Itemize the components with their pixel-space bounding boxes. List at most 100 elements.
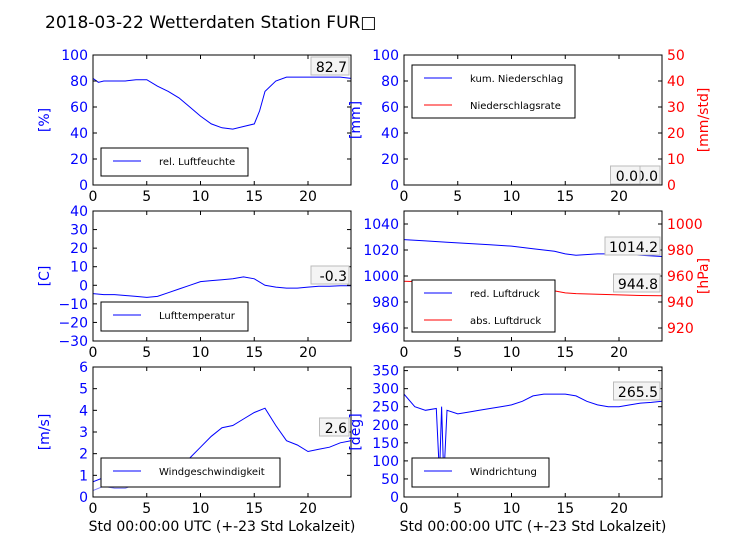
legend: kum. Niederschlag Niederschlagsrate	[411, 64, 576, 119]
y-tick-label: 3	[79, 425, 88, 441]
current-value-left-box	[610, 165, 641, 185]
y-tick-label: 80	[70, 74, 88, 90]
x-tick-label: 5	[453, 501, 462, 517]
current-value-left-box	[604, 236, 661, 256]
x-tick-label: 15	[556, 501, 574, 517]
y2-tick-label: 10	[667, 152, 685, 168]
y-tick-label: 100	[372, 454, 399, 470]
current-value: -0.3	[320, 269, 347, 285]
x-tick-label: 20	[610, 189, 628, 205]
y2-tick-label: 1000	[667, 217, 703, 233]
current-value-right-box	[613, 273, 661, 293]
panel-3: 0 5 10 15 20 −30 −20 −10 0 10 20 30 40 [C] Lufttempera…	[37, 204, 352, 361]
legend-box	[100, 301, 249, 332]
y-tick-label: 40	[70, 204, 88, 220]
x-tick-label: 5	[142, 345, 151, 361]
x-tick-label: 15	[556, 345, 574, 361]
legend-label: kum. Niederschlag	[470, 74, 563, 85]
x-tick-label: 0	[400, 345, 409, 361]
y-tick-label: 960	[372, 321, 399, 337]
current-value-box	[310, 265, 350, 285]
legend-box	[411, 457, 550, 488]
series-line-1	[93, 276, 351, 298]
current-value: 265.5	[618, 385, 658, 401]
x-tick-label: 20	[610, 345, 628, 361]
legend: red. Luftdruck abs. Luftdruck	[411, 279, 556, 333]
plot-frame	[403, 366, 663, 498]
panel-4: 0 5 10 15 20 960 980 1000 1020 1040 920 940 960 980 10…	[363, 210, 712, 361]
current-value-right: 944.8	[618, 277, 658, 293]
legend: Lufttemperatur	[100, 301, 249, 332]
y2-tick-label: 980	[667, 243, 694, 259]
x-tick-label: 5	[453, 345, 462, 361]
y-tick-label: 60	[70, 100, 88, 116]
y-tick-label: 6	[79, 360, 88, 376]
y2-tick-label: 940	[667, 295, 694, 311]
y-tick-label: −20	[58, 315, 88, 331]
legend: Windrichtung	[411, 457, 550, 488]
y2-tick-label: 960	[667, 269, 694, 285]
y-tick-label: 80	[381, 74, 399, 90]
y2-axis-label: [mm/std]	[696, 88, 712, 153]
y-axis-label: [mm]	[348, 101, 364, 139]
y-tick-label: −10	[58, 297, 88, 313]
x-tick-label: 10	[503, 189, 521, 205]
x-tick-label: 10	[503, 345, 521, 361]
y-tick-label: 20	[381, 152, 399, 168]
y-tick-label: 1020	[363, 243, 399, 259]
y-tick-label: 1040	[363, 217, 399, 233]
current-value-right: 0.0	[636, 169, 658, 185]
x-tick-label: 0	[400, 501, 409, 517]
y-tick-label: 0	[390, 490, 399, 506]
y2-tick-label: 920	[667, 321, 694, 337]
x-tick-label: 0	[89, 189, 98, 205]
y-tick-label: 300	[372, 382, 399, 398]
x-tick-label: 10	[192, 189, 210, 205]
y-tick-label: 40	[381, 126, 399, 142]
current-value-box	[613, 381, 661, 401]
x-tick-label: 0	[89, 345, 98, 361]
y-tick-label: 250	[372, 400, 399, 416]
legend: Windgeschwindigkeit	[100, 457, 281, 488]
y-tick-label: 20	[70, 241, 88, 257]
y-tick-label: 0	[79, 490, 88, 506]
current-value-box	[310, 56, 350, 76]
x-axis-label: Std 00:00:00 UTC (+-23 Std Lokalzeit)	[400, 519, 667, 535]
x-tick-label: 15	[245, 345, 263, 361]
y-tick-label: 1	[79, 468, 88, 484]
x-tick-label: 20	[610, 501, 628, 517]
x-tick-label: 15	[245, 501, 263, 517]
y-axis-label: [%]	[37, 108, 53, 132]
x-tick-label: 15	[245, 189, 263, 205]
legend-label: rel. Luftfeuchte	[159, 157, 235, 168]
plot-frame	[92, 54, 352, 186]
x-tick-label: 5	[142, 189, 151, 205]
x-tick-label: 10	[192, 345, 210, 361]
current-value-box	[319, 417, 350, 437]
x-tick-label: 10	[192, 501, 210, 517]
y-axis-label: [m/s]	[37, 414, 53, 451]
y-tick-label: 50	[381, 472, 399, 488]
y-tick-label: 980	[372, 295, 399, 311]
y-tick-label: 100	[372, 48, 399, 64]
x-tick-label: 20	[299, 189, 317, 205]
legend-label: Windrichtung	[470, 467, 537, 478]
legend-label: Windgeschwindigkeit	[159, 467, 265, 478]
current-value: 2.6	[325, 421, 347, 437]
legend-label: Niederschlagsrate	[470, 101, 561, 112]
x-tick-label: 20	[299, 501, 317, 517]
legend-label: abs. Luftdruck	[470, 316, 541, 327]
plot-frame	[92, 210, 352, 342]
legend-label: Lufttemperatur	[159, 311, 236, 322]
x-axis-label: Std 00:00:00 UTC (+-23 Std Lokalzeit)	[89, 519, 356, 535]
panel-5: 0 5 10 15 20 0 1 2 3 4 5 6 [m/s] Std 00:00:00 UTC (+-…	[37, 360, 355, 535]
panel-1: 0 5 10 15 20 0 20 40 60 80 100 [%] rel. Luftfeuchte 8…	[37, 48, 352, 205]
current-value-left: 1014.2	[609, 240, 658, 256]
y2-tick-label: 0	[667, 178, 676, 194]
y-tick-label: 4	[79, 403, 88, 419]
y2-tick-label: 20	[667, 126, 685, 142]
y-tick-label: 30	[70, 223, 88, 239]
